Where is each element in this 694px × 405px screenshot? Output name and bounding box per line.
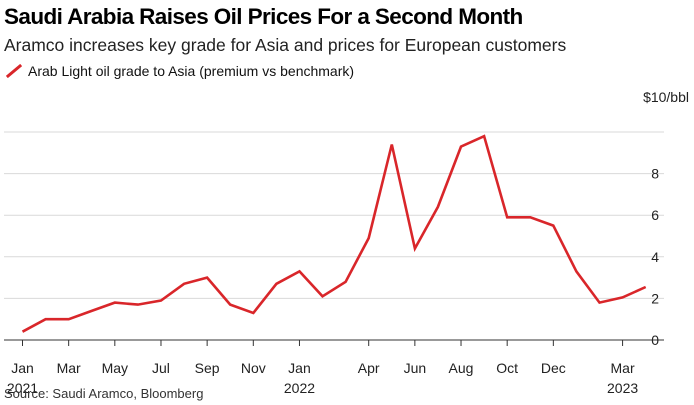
x-tick-label: Jul — [152, 360, 170, 376]
x-tick-label: Jan — [288, 360, 311, 376]
y-tick-label: 4 — [651, 249, 659, 265]
x-tick-label: Sep — [195, 360, 220, 376]
x-tick-label: Oct — [496, 360, 518, 376]
x-year-label: 2022 — [284, 380, 315, 396]
x-year-label: 2021 — [7, 380, 38, 396]
x-tick-label: Mar — [611, 360, 635, 376]
series-layer — [21, 134, 647, 333]
series-line — [21, 134, 647, 333]
legend: Arab Light oil grade to Asia (premium vs… — [6, 63, 354, 79]
label-layer: 0 2 4 6 8 $10/bbl Jan 2021 Mar May Jul Sep Nov Jan 202… — [7, 89, 689, 396]
x-tick-label: Aug — [449, 360, 474, 376]
x-tick-label: Jan — [11, 360, 34, 376]
x-tick-label: Nov — [241, 360, 266, 376]
y-tick-label: 0 — [651, 332, 659, 348]
x-year-label: 2023 — [607, 380, 638, 396]
grid-layer — [4, 131, 664, 299]
x-tick-label: Dec — [541, 360, 566, 376]
chart-title: Saudi Arabia Raises Oil Prices For a Sec… — [4, 4, 523, 29]
x-tick-label: Jun — [404, 360, 427, 376]
y-tick-label: 6 — [651, 207, 659, 223]
y-tick-label: 8 — [651, 166, 659, 182]
chart-subtitle: Aramco increases key grade for Asia and … — [4, 35, 567, 55]
legend-swatch — [6, 64, 22, 78]
legend-label: Arab Light oil grade to Asia (premium vs… — [28, 63, 355, 79]
x-tick-label: Mar — [57, 360, 81, 376]
x-tick-label: May — [102, 360, 128, 376]
x-tick-label: Apr — [358, 360, 380, 376]
y-unit-label: $10/bbl — [643, 89, 689, 105]
source-note: Source: Saudi Aramco, Bloomberg — [4, 386, 204, 401]
axis-layer — [4, 339, 664, 346]
y-tick-label: 2 — [651, 290, 659, 306]
